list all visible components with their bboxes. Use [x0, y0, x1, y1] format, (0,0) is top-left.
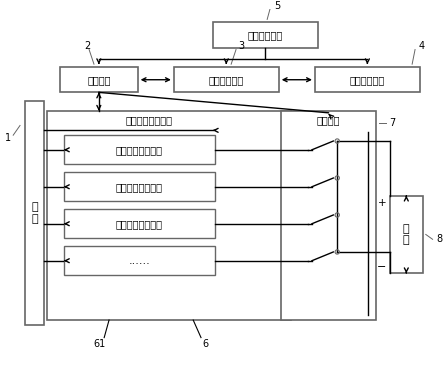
- Bar: [64, 135, 214, 165]
- Text: −: −: [377, 261, 387, 272]
- Text: 3: 3: [239, 41, 245, 50]
- Text: 主控供电模块: 主控供电模块: [248, 30, 283, 40]
- Bar: [64, 209, 214, 238]
- Text: 8: 8: [436, 234, 443, 244]
- Text: 6: 6: [203, 339, 209, 349]
- Text: 61: 61: [93, 339, 105, 349]
- Text: 4: 4: [419, 41, 425, 50]
- Bar: [64, 172, 214, 201]
- Bar: [213, 22, 318, 47]
- Text: 5: 5: [274, 1, 280, 11]
- Bar: [64, 246, 214, 275]
- Text: 负
载: 负 载: [403, 224, 410, 245]
- Bar: [47, 111, 290, 320]
- Text: 直流电源输出模块: 直流电源输出模块: [116, 182, 163, 192]
- Text: 直流电源输出模块: 直流电源输出模块: [116, 145, 163, 155]
- Bar: [174, 67, 279, 92]
- Bar: [315, 67, 420, 92]
- Bar: [60, 67, 138, 92]
- Text: ......: ......: [128, 256, 150, 266]
- Bar: [281, 111, 376, 320]
- Text: 1: 1: [5, 133, 12, 143]
- Text: 主控模块: 主控模块: [87, 75, 111, 85]
- Text: 2: 2: [84, 41, 90, 50]
- Text: 主控显示模块: 主控显示模块: [350, 75, 385, 85]
- Bar: [390, 196, 423, 273]
- Text: 主控按键模块: 主控按键模块: [209, 75, 244, 85]
- Text: 直流电源输出模块: 直流电源输出模块: [116, 219, 163, 229]
- Text: 直流电源输出模组: 直流电源输出模组: [126, 116, 173, 126]
- Text: 开关电路: 开关电路: [317, 116, 340, 126]
- Text: 市
电: 市 电: [31, 202, 38, 224]
- Text: 7: 7: [389, 117, 396, 128]
- Bar: [25, 101, 44, 325]
- Text: +: +: [378, 198, 386, 208]
